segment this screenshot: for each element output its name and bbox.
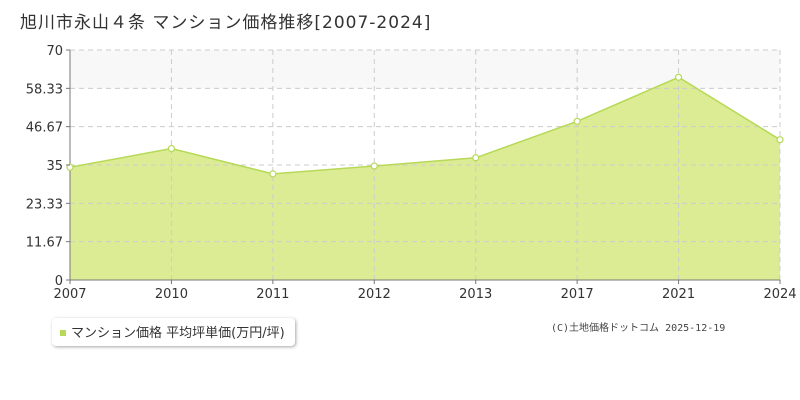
x-tick-label: 2010	[155, 287, 188, 302]
legend-label: マンション価格 平均坪単価(万円/坪)	[71, 326, 285, 341]
data-point	[167, 144, 176, 153]
data-point	[573, 117, 581, 125]
legend-swatch	[60, 329, 66, 336]
series-line	[69, 76, 781, 175]
data-point	[776, 136, 784, 144]
data-point	[269, 170, 277, 178]
data-point	[66, 163, 74, 171]
copyright-credit: (C)土地価格ドットコム 2025-12-19	[551, 323, 726, 334]
x-tick-label: 2021	[662, 287, 695, 302]
y-tick-label: 35	[46, 159, 63, 174]
data-point	[674, 73, 683, 81]
chart-title: 旭川市永山４条 マンション価格推移[2007-2024]	[20, 13, 432, 33]
y-tick-label: 70	[46, 44, 63, 59]
data-point	[370, 162, 378, 170]
series-area	[70, 77, 780, 281]
y-tick-label: 11.67	[26, 236, 63, 251]
data-point	[472, 154, 480, 162]
plot-band	[70, 50, 780, 89]
legend: マンション価格 平均坪単価(万円/坪)	[52, 318, 295, 346]
x-tick-label: 2007	[53, 287, 86, 302]
y-tick-label: 0	[55, 274, 63, 289]
x-tick-label: 2012	[358, 287, 391, 302]
y-tick-label: 46.67	[26, 121, 63, 136]
x-tick-label: 2013	[459, 287, 492, 302]
x-tick-label: 2011	[256, 287, 289, 302]
y-tick-label: 58.33	[26, 82, 63, 97]
x-tick-label: 2024	[763, 287, 796, 302]
x-tick-label: 2017	[561, 287, 594, 302]
y-tick-label: 23.33	[26, 197, 63, 212]
